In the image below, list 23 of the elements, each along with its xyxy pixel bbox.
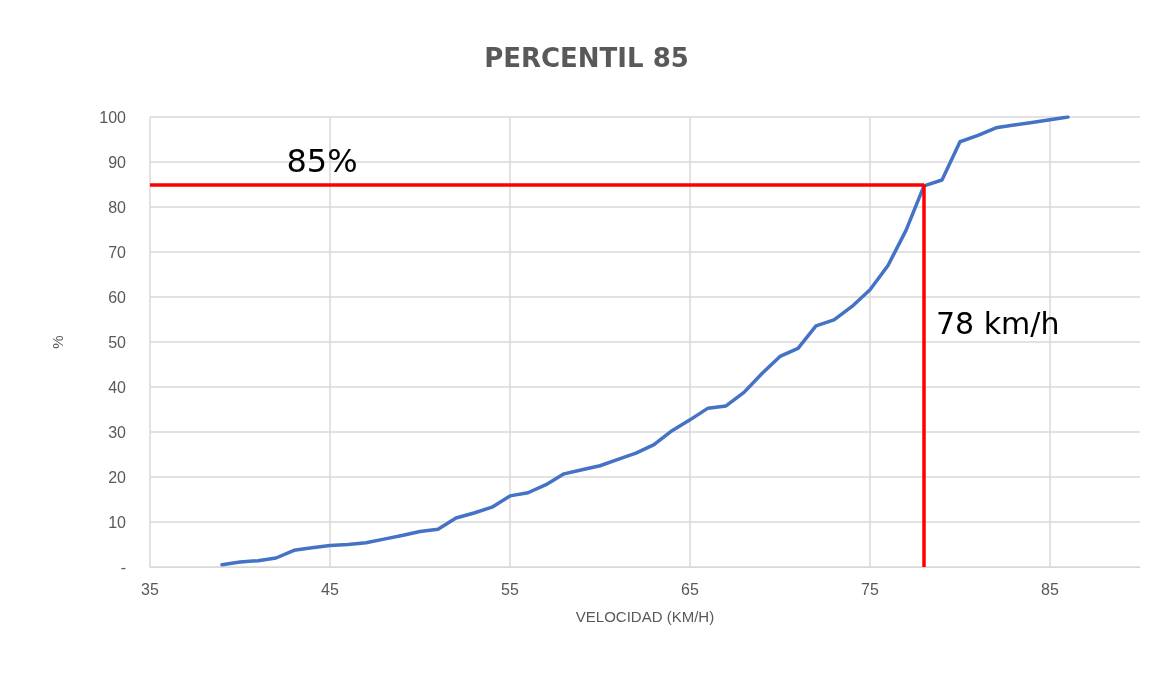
y-tick-label: 40 (108, 378, 127, 396)
chart-title: PERCENTIL 85 (484, 43, 689, 73)
y-tick-label: 30 (108, 423, 127, 441)
y-tick-label: 10 (108, 513, 127, 531)
ref-line-label: 78 km/h (936, 306, 1060, 342)
y-tick-label: - (120, 558, 126, 576)
line-series (220, 115, 1070, 567)
x-tick-label: 55 (501, 580, 519, 598)
y-tick-label: 90 (108, 153, 127, 171)
x-tick-label: 45 (321, 580, 339, 598)
y-tick-label: 70 (108, 243, 127, 261)
x-tick-label: 65 (681, 580, 699, 598)
x-tick-label: 75 (861, 580, 879, 598)
x-axis-title: VELOCIDAD (KM/H) (575, 608, 715, 625)
y-tick-label: 50 (108, 333, 127, 351)
x-tick-label: 85 (1041, 580, 1059, 598)
y-tick-label: 60 (108, 288, 127, 306)
y-tick-label: 20 (108, 468, 127, 486)
y-tick-label: 80 (108, 198, 127, 216)
ref-line-label: 85% (286, 141, 358, 180)
y-tick-label: 100 (99, 108, 127, 126)
y-axis-title: % (49, 335, 66, 349)
x-tick-label: 35 (141, 580, 159, 598)
